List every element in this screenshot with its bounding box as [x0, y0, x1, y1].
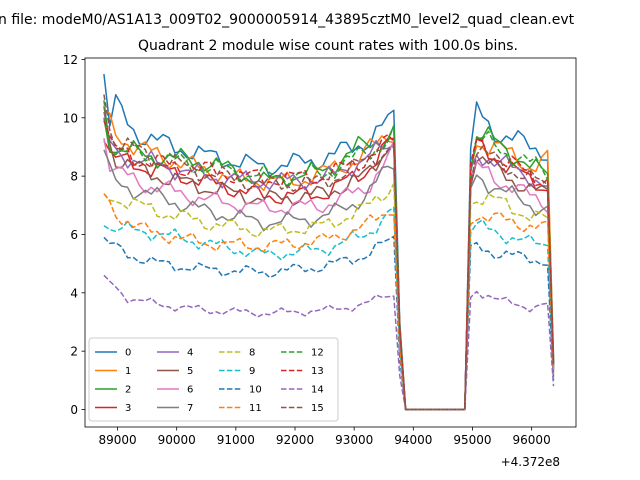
- x-tick-label: 94000: [394, 433, 432, 447]
- legend-label-15: 15: [311, 403, 324, 414]
- series-line-4: [103, 111, 555, 411]
- series-line-7: [103, 149, 555, 411]
- x-tick-label: 90000: [158, 433, 196, 447]
- legend-label-8: 8: [249, 348, 255, 359]
- series-line-11: [103, 193, 555, 411]
- legend-box: [88, 337, 339, 422]
- legend-label-13: 13: [311, 366, 324, 377]
- series-line-8: [103, 182, 555, 411]
- series-line-9: [103, 206, 555, 411]
- legend-label-9: 9: [249, 366, 255, 377]
- legend-label-4: 4: [187, 348, 193, 359]
- y-tick-label: 8: [70, 170, 78, 184]
- x-tick-label: 95000: [453, 433, 491, 447]
- y-tick-label: 12: [63, 53, 78, 67]
- legend-label-14: 14: [311, 385, 324, 396]
- x-tick-label: 89000: [98, 433, 136, 447]
- y-tick-label: 4: [70, 286, 78, 300]
- legend-label-6: 6: [187, 385, 193, 396]
- legend-label-2: 2: [125, 385, 131, 396]
- figure-suptitle: n file: modeM0/AS1A13_009T02_9000005914_…: [0, 12, 575, 28]
- legend-label-5: 5: [187, 366, 193, 377]
- series-line-10: [103, 235, 555, 411]
- series-line-13: [103, 120, 555, 411]
- x-tick-label: 92000: [276, 433, 314, 447]
- y-tick-label: 10: [63, 111, 78, 125]
- plot-area: [84, 57, 577, 428]
- y-tick-label: 6: [70, 228, 78, 242]
- series-line-6: [103, 138, 555, 411]
- y-tick-label: 0: [70, 403, 78, 417]
- axis-ticks: 89000 90000 91000 92000 93000 94000 95000 96000…: [63, 53, 551, 447]
- chart-title: Quadrant 2 module wise count rates with …: [138, 38, 518, 54]
- axes-frame: [84, 57, 577, 428]
- x-tick-label: 96000: [513, 433, 551, 447]
- legend-label-11: 11: [249, 403, 262, 414]
- x-tick-label: 93000: [335, 433, 373, 447]
- series-line-5: [103, 106, 555, 411]
- legend-label-7: 7: [187, 403, 193, 414]
- legend-label-10: 10: [249, 385, 262, 396]
- series-line-12: [103, 100, 555, 411]
- x-tick-label: 91000: [217, 433, 255, 447]
- y-tick-label: 2: [70, 345, 78, 359]
- x-offset-label: +4.372e8: [501, 455, 560, 469]
- legend-label-0: 0: [125, 348, 131, 359]
- legend-label-1: 1: [125, 366, 131, 377]
- legend-label-12: 12: [311, 348, 324, 359]
- series-line-15: [103, 94, 555, 411]
- legend-label-3: 3: [125, 403, 131, 414]
